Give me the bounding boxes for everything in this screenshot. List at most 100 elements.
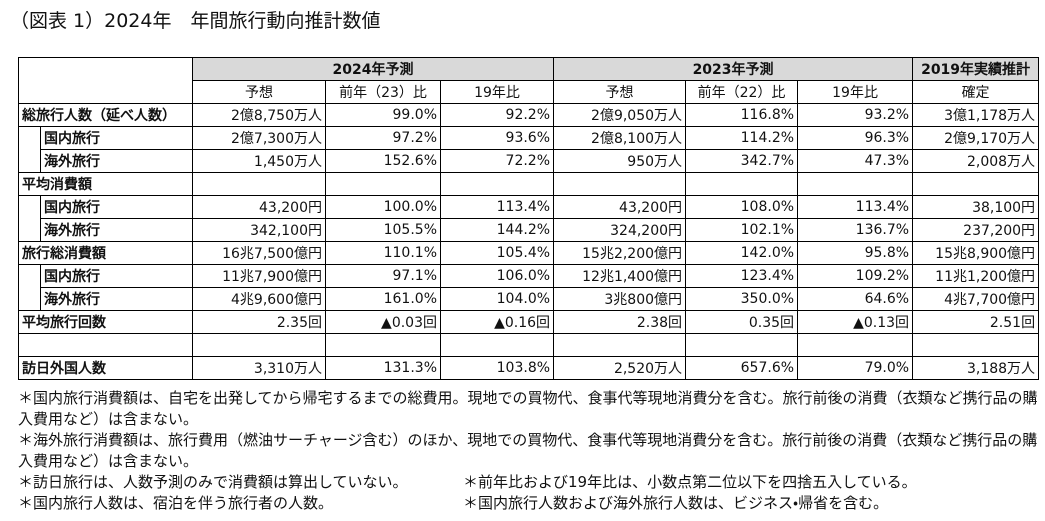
- row-label: 平均消費額: [18, 172, 193, 196]
- value-cell: 2,008万人: [912, 149, 1040, 173]
- value-cell: 342.7%: [685, 149, 799, 173]
- value-cell: 2億8,100万人: [553, 126, 687, 150]
- indent-cell: [18, 287, 41, 311]
- indent-cell: [18, 218, 41, 242]
- value-cell: 96.3%: [797, 126, 914, 150]
- value-cell: 2億9,050万人: [553, 103, 687, 127]
- empty-cell: [553, 333, 687, 357]
- value-cell: 93.2%: [797, 103, 914, 127]
- row-label: 国内旅行: [40, 126, 193, 150]
- empty-cell: [685, 333, 799, 357]
- note: ＊国内旅行人数および海外旅行人数は、ビジネス・帰省を含む。: [463, 494, 889, 512]
- sub-header: 予想: [192, 80, 326, 104]
- header-row: 2024年予測 2023年予測 2019年実績推計: [18, 57, 1040, 104]
- note-pair: ＊訪日旅行は、人数予測のみで消費額は算出していない。 ＊前年比および19年比は、小…: [18, 472, 1038, 493]
- empty-cell: [912, 333, 1040, 357]
- indent-cell: [18, 149, 41, 173]
- value-cell: 4兆7,700億円: [912, 287, 1040, 311]
- value-cell: 105.5%: [325, 218, 441, 242]
- value-cell: 16兆7,500億円: [192, 241, 326, 265]
- value-cell: 108.0%: [685, 195, 799, 219]
- data-row: 海外旅行 1,450万人 152.6% 72.2% 950万人 342.7% 47.3% 2,…: [18, 149, 1040, 173]
- data-row: 国内旅行 43,200円 100.0% 113.4% 43,200円 108.0% 113.…: [18, 195, 1040, 219]
- value-cell: 116.8%: [685, 103, 799, 127]
- value-cell: 2.38回: [553, 310, 687, 334]
- value-cell: 105.4%: [439, 241, 555, 265]
- row-label: 海外旅行: [40, 149, 193, 173]
- indent-cell: [18, 126, 41, 150]
- value-cell: 142.0%: [685, 241, 799, 265]
- empty-cell: [192, 172, 326, 196]
- value-cell: ▲0.13回: [797, 310, 914, 334]
- sub-header: 予想: [553, 80, 687, 104]
- data-row: 国内旅行 2億7,300万人 97.2% 93.6% 2億8,100万人 114.2% 96…: [18, 126, 1040, 150]
- value-cell: 2億7,300万人: [192, 126, 326, 150]
- empty-cell: [439, 333, 555, 357]
- value-cell: 11兆1,200億円: [912, 264, 1040, 288]
- value-cell: 324,200円: [553, 218, 687, 242]
- data-row: 訪日外国人数 3,310万人 131.3% 103.8% 2,520万人 657.6% 79…: [18, 356, 1040, 380]
- data-table: 2024年予測 2023年予測 2019年実績推計 予想 前年（23）比 19年比 予想 前年…: [18, 57, 1040, 380]
- value-cell: 657.6%: [685, 356, 799, 380]
- empty-cell: [912, 172, 1040, 196]
- value-cell: 131.3%: [325, 356, 441, 380]
- value-cell: 100.0%: [325, 195, 441, 219]
- value-cell: 113.4%: [439, 195, 555, 219]
- note: ＊前年比および19年比は、小数点第二位以下を四捨五入している。: [463, 473, 917, 491]
- data-row: 海外旅行 4兆9,600億円 161.0% 104.0% 3兆800億円 350.0% 64…: [18, 287, 1040, 311]
- value-cell: 64.6%: [797, 287, 914, 311]
- value-cell: 95.8%: [797, 241, 914, 265]
- value-cell: 114.2%: [685, 126, 799, 150]
- corner-cell: [18, 57, 193, 104]
- data-row: 旅行総消費額 16兆7,500億円 110.1% 105.4% 15兆2,200億円 14…: [18, 241, 1040, 265]
- value-cell: 3兆800億円: [553, 287, 687, 311]
- empty-cell: [685, 172, 799, 196]
- value-cell: 2億9,170万人: [912, 126, 1040, 150]
- value-cell: 3億1,178万人: [912, 103, 1040, 127]
- value-cell: 3,310万人: [192, 356, 326, 380]
- value-cell: 2,520万人: [553, 356, 687, 380]
- data-row: 国内旅行 11兆7,900億円 97.1% 106.0% 12兆1,400億円 123.4…: [18, 264, 1040, 288]
- note: ＊訪日旅行は、人数予測のみで消費額は算出していない。: [18, 473, 408, 491]
- group-header: 2023年予測: [553, 57, 914, 81]
- value-cell: 144.2%: [439, 218, 555, 242]
- empty-cell: [325, 333, 441, 357]
- value-cell: 103.8%: [439, 356, 555, 380]
- spacer-row: [18, 333, 1040, 357]
- value-cell: 15兆2,200億円: [553, 241, 687, 265]
- value-cell: 106.0%: [439, 264, 555, 288]
- sub-header: 前年（23）比: [325, 80, 441, 104]
- empty-cell: [553, 172, 687, 196]
- row-label: 国内旅行: [40, 264, 193, 288]
- value-cell: 97.2%: [325, 126, 441, 150]
- row-label: 訪日外国人数: [18, 356, 193, 380]
- value-cell: 11兆7,900億円: [192, 264, 326, 288]
- value-cell: 237,200円: [912, 218, 1040, 242]
- empty-cell: [325, 172, 441, 196]
- row-label: 国内旅行: [40, 195, 193, 219]
- value-cell: 12兆1,400億円: [553, 264, 687, 288]
- note: ＊国内旅行消費額は、自宅を出発してから帰宅するまでの総費用。現地での買物代、食事…: [18, 389, 1038, 428]
- empty-cell: [192, 333, 326, 357]
- value-cell: 99.0%: [325, 103, 441, 127]
- value-cell: 93.6%: [439, 126, 555, 150]
- value-cell: 950万人: [553, 149, 687, 173]
- value-cell: 350.0%: [685, 287, 799, 311]
- note-pair: ＊国内旅行人数は、宿泊を伴う旅行者の人数。 ＊国内旅行人数および海外旅行人数は、ビ…: [18, 493, 1038, 514]
- data-row: 平均旅行回数 2.35回 ▲0.03回 ▲0.16回 2.38回 0.35回 ▲0.13回 2…: [18, 310, 1040, 334]
- row-label: 海外旅行: [40, 287, 193, 311]
- row-label: 平均旅行回数: [18, 310, 193, 334]
- value-cell: 161.0%: [325, 287, 441, 311]
- row-label: 総旅行人数（延べ人数）: [18, 103, 193, 127]
- value-cell: 102.1%: [685, 218, 799, 242]
- note: ＊国内旅行人数は、宿泊を伴う旅行者の人数。: [18, 494, 334, 512]
- value-cell: 0.35回: [685, 310, 799, 334]
- value-cell: 104.0%: [439, 287, 555, 311]
- value-cell: 4兆9,600億円: [192, 287, 326, 311]
- value-cell: ▲0.03回: [325, 310, 441, 334]
- title: （図表 1）2024年 年間旅行動向推計数値: [10, 10, 381, 32]
- value-cell: 72.2%: [439, 149, 555, 173]
- data-row: 総旅行人数（延べ人数） 2億8,750万人 99.0% 92.2% 2億9,050万人 1…: [18, 103, 1040, 127]
- sub-header: 確定: [912, 80, 1040, 104]
- value-cell: 38,100円: [912, 195, 1040, 219]
